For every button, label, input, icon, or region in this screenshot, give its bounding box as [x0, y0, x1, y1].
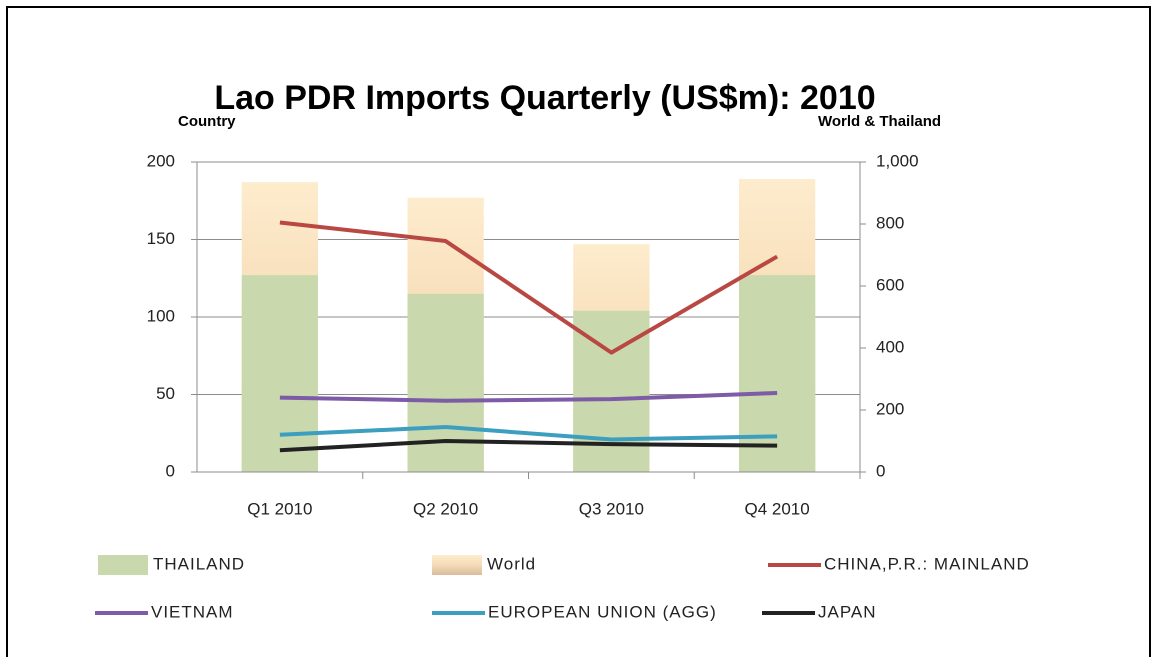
y2-axis-label: World & Thailand — [818, 113, 941, 130]
x-tick-label: Q1 2010 — [247, 499, 312, 518]
line-series — [279, 390, 778, 403]
y2-tick-label: 800 — [876, 213, 904, 232]
y-tick-label: 0 — [166, 461, 175, 480]
y-tick-label: 150 — [147, 229, 175, 248]
legend-label: JAPAN — [818, 602, 877, 621]
chart-title: Lao PDR Imports Quarterly (US$m): 2010 — [214, 79, 875, 117]
y-tick-label: 200 — [147, 151, 175, 170]
x-tick-label: Q2 2010 — [413, 499, 478, 518]
bar — [407, 293, 484, 472]
axes: 0 50 100 150 200 0 200 400 600 800 1,000 Q1 2010 Q2 … — [147, 151, 919, 518]
y2-tick-label: 200 — [876, 399, 904, 418]
y-tick-label: 50 — [156, 384, 175, 403]
legend: THAILAND World CHINA,P.R.: MAINLAND VIETNAM… — [95, 554, 1030, 621]
bar — [241, 275, 318, 472]
y-axis-label: Country — [178, 113, 236, 130]
legend-label: CHINA,P.R.: MAINLAND — [824, 554, 1030, 573]
legend-swatch — [98, 555, 148, 575]
line-series — [279, 425, 778, 442]
legend-label: VIETNAM — [151, 602, 234, 621]
line-series — [279, 439, 778, 453]
legend-swatch — [432, 555, 482, 575]
x-tick-label: Q3 2010 — [579, 499, 644, 518]
y2-tick-label: 600 — [876, 275, 904, 294]
line-series — [279, 220, 779, 355]
y2-tick-label: 400 — [876, 337, 904, 356]
legend-label: EUROPEAN UNION (AGG) — [488, 602, 717, 621]
legend-label: World — [487, 554, 536, 573]
legend-label: THAILAND — [153, 554, 245, 573]
lines — [279, 220, 779, 453]
y-tick-label: 100 — [147, 306, 175, 325]
x-tick-label: Q4 2010 — [745, 499, 810, 518]
y2-tick-label: 1,000 — [876, 151, 919, 170]
bar — [739, 275, 816, 472]
bars — [241, 179, 816, 473]
frame — [6, 6, 1151, 657]
y2-tick-label: 0 — [876, 461, 885, 480]
